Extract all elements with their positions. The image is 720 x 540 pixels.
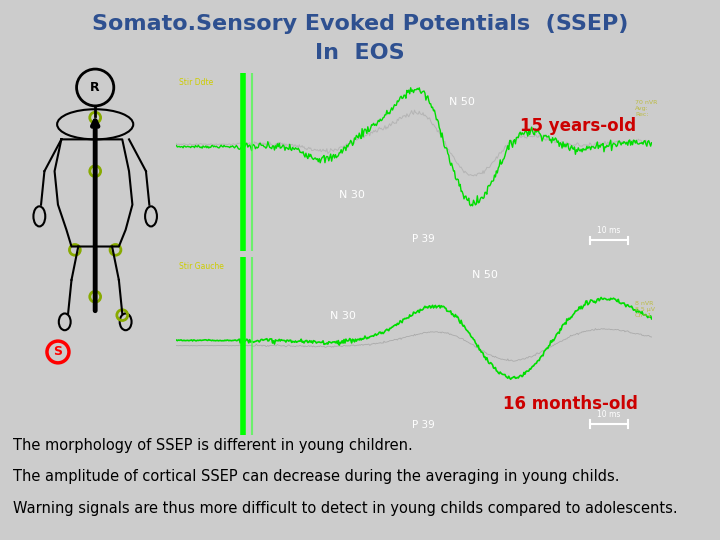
Text: Warning signals are thus more difficult to detect in young childs compared to ad: Warning signals are thus more difficult …: [13, 501, 678, 516]
Text: 15 years-old: 15 years-old: [520, 117, 636, 134]
Text: 16 months-old: 16 months-old: [503, 395, 638, 413]
Text: 10 ms: 10 ms: [597, 410, 621, 419]
Text: The amplitude of cortical SSEP can decrease during the averaging in young childs: The amplitude of cortical SSEP can decre…: [13, 469, 619, 484]
Text: P 39: P 39: [412, 234, 435, 244]
Text: 10 ms: 10 ms: [597, 226, 621, 235]
Text: P 39: P 39: [412, 420, 435, 430]
Text: Somato.Sensory Evoked Potentials  (SSEP): Somato.Sensory Evoked Potentials (SSEP): [92, 14, 628, 33]
Text: In  EOS: In EOS: [315, 43, 405, 63]
Text: Stir Gauche: Stir Gauche: [179, 262, 224, 271]
Text: Stir Ddte: Stir Ddte: [179, 78, 213, 87]
Text: The morphology of SSEP is different in young children.: The morphology of SSEP is different in y…: [13, 437, 413, 453]
Text: N 50: N 50: [472, 270, 498, 280]
Text: R: R: [91, 81, 100, 94]
Text: S: S: [53, 346, 63, 359]
Text: 8 nVR
8.5 µV
Ch=1: 8 nVR 8.5 µV Ch=1: [635, 301, 655, 319]
Text: N 30: N 30: [330, 311, 356, 321]
Text: 70 nVR
Avg:
Rec:: 70 nVR Avg: Rec:: [635, 99, 657, 117]
Text: N 30: N 30: [339, 190, 365, 200]
Text: N 50: N 50: [449, 97, 474, 107]
